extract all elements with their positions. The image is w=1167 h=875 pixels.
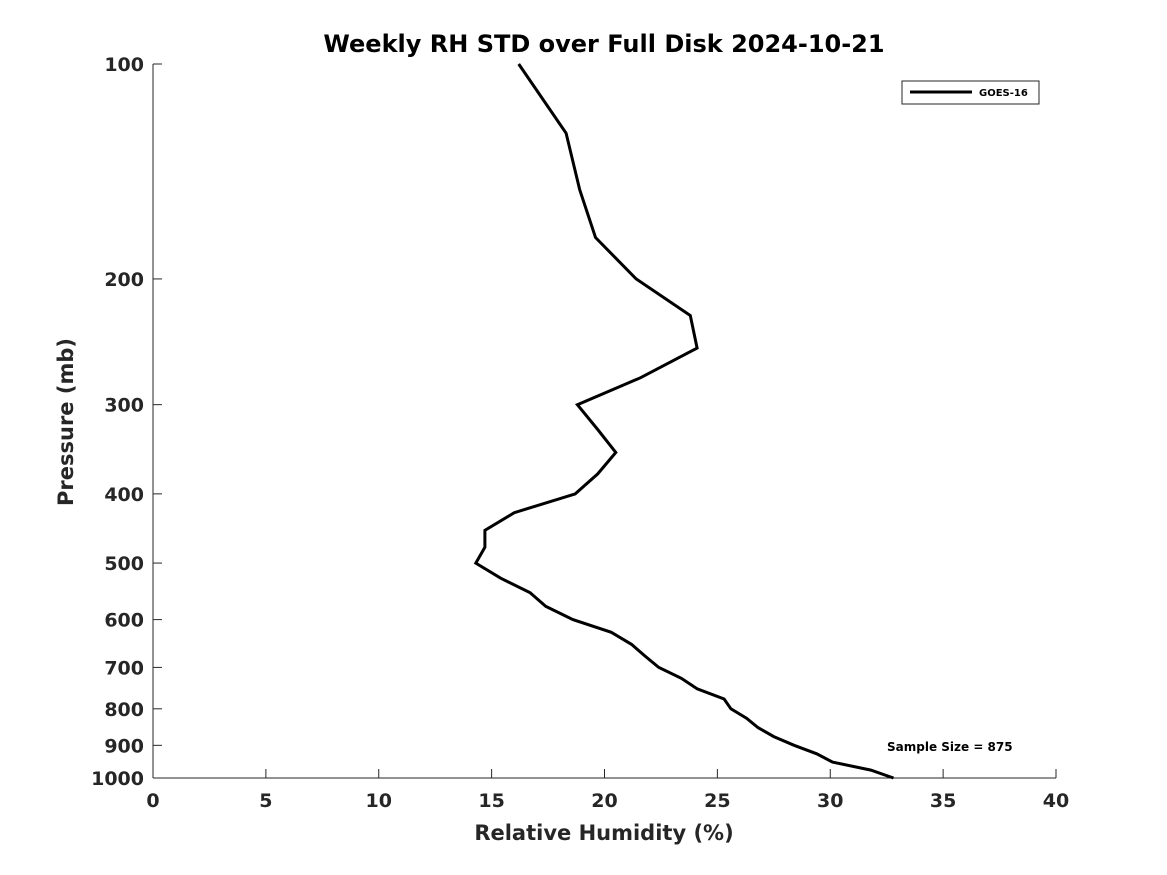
chart-title: Weekly RH STD over Full Disk 2024-10-21	[323, 30, 884, 58]
y-tick-label: 200	[104, 269, 144, 291]
x-tick-label: 0	[146, 790, 159, 812]
y-tick-label: 600	[104, 610, 144, 632]
x-tick-label: 25	[704, 790, 730, 812]
x-tick-label: 5	[259, 790, 272, 812]
x-tick-label: 30	[817, 790, 843, 812]
x-tick-label: 10	[366, 790, 392, 812]
x-tick-label: 40	[1043, 790, 1069, 812]
y-axis-label: Pressure (mb)	[54, 338, 78, 506]
series-group	[473, 63, 894, 780]
y-tick-label: 500	[104, 553, 144, 575]
y-tick-label: 400	[104, 484, 144, 506]
series-line-goes-16	[473, 63, 894, 780]
y-tick-label: 300	[104, 395, 144, 417]
x-axis-label: Relative Humidity (%)	[474, 821, 733, 845]
x-tick-label: 15	[478, 790, 504, 812]
y-tick-label: 700	[104, 657, 144, 679]
y-tick-label: 800	[104, 699, 144, 721]
axes: 0 5 10 15 20 25 30 35 40 100 200 300 400 500 600 700 800…	[91, 54, 1069, 812]
y-tick-label: 900	[104, 735, 144, 757]
sample-size-annotation: Sample Size = 875	[887, 740, 1013, 754]
legend: GOES-16	[901, 80, 1040, 105]
legend-entry: GOES-16	[979, 88, 1028, 99]
x-tick-label: 35	[930, 790, 956, 812]
x-tick-label: 20	[591, 790, 617, 812]
y-tick-label: 1000	[91, 768, 144, 790]
y-tick-label: 100	[104, 54, 144, 76]
